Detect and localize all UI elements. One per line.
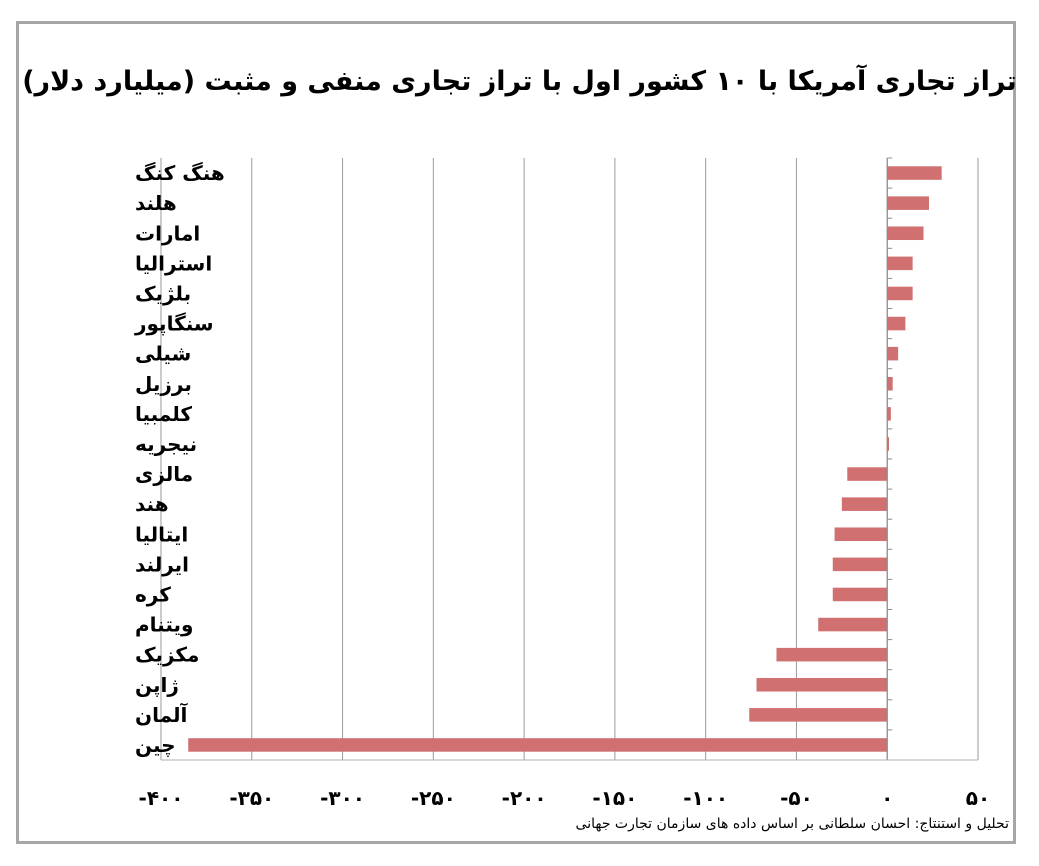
bar-17: [756, 677, 888, 692]
category-label-16: مکزیک: [135, 643, 199, 667]
x-tick-label-8: -۳۵۰: [229, 786, 274, 810]
category-label-13: ایرلند: [135, 552, 189, 576]
x-tick-label-6: -۲۵۰: [411, 786, 456, 810]
x-tick-label-1: ۰: [881, 786, 893, 810]
category-label-1: هلند: [135, 191, 177, 215]
bar-5: [887, 316, 906, 331]
bar-15: [818, 617, 888, 632]
category-label-5: سنگاپور: [134, 312, 214, 337]
chart-title: تراز تجاری آمریکا با ۱۰ کشور اول با تراز…: [22, 66, 1017, 97]
category-label-18: آلمان: [135, 702, 188, 727]
x-tick-label-3: -۱۰۰: [683, 786, 728, 810]
category-label-10: مالزی: [135, 462, 193, 486]
bar-7: [887, 376, 893, 391]
x-tick-label-7: -۳۰۰: [320, 786, 365, 810]
x-tick-label-0: ۵۰: [966, 786, 990, 810]
bar-18: [749, 708, 888, 722]
bar-6: [887, 346, 899, 361]
category-label-14: کره: [135, 582, 171, 606]
category-label-12: ایتالیا: [135, 522, 188, 546]
category-label-7: برزیل: [135, 372, 192, 396]
bar-1: [887, 196, 929, 210]
x-tick-label-2: -۵۰: [780, 786, 813, 810]
category-label-15: ویتنام: [135, 613, 193, 637]
x-tick-label-5: -۲۰۰: [502, 786, 547, 810]
x-tick-label-4: -۱۵۰: [592, 786, 637, 810]
category-label-8: کلمبیا: [135, 402, 192, 426]
bar-14: [832, 587, 888, 602]
bar-3: [887, 256, 913, 271]
bar-16: [776, 647, 888, 662]
bar-11: [841, 497, 888, 511]
bar-8: [887, 407, 891, 421]
category-label-2: امارات: [135, 221, 200, 245]
category-label-11: هند: [135, 492, 169, 516]
bar-9: [887, 437, 890, 451]
category-label-17: ژاپن: [135, 673, 179, 698]
source-note: تحلیل و استنتاج: احسان سلطانی بر اساس دا…: [575, 816, 1009, 832]
category-label-9: نیجریه: [135, 432, 197, 456]
bar-4: [887, 286, 913, 301]
bar-19: [188, 738, 888, 752]
category-label-3: استرالیا: [135, 251, 212, 275]
category-label-4: بلژیک: [135, 281, 191, 305]
category-label-6: شیلی: [135, 342, 191, 366]
category-label-0: هنگ کنگ: [135, 161, 225, 185]
category-label-19: چین: [135, 733, 176, 758]
bar-12: [834, 527, 888, 542]
chart-frame: [16, 21, 1016, 844]
bar-2: [887, 226, 924, 241]
bar-13: [832, 557, 888, 572]
bar-10: [847, 467, 888, 481]
x-tick-label-9: -۴۰۰: [139, 786, 184, 810]
bar-0: [887, 166, 942, 180]
